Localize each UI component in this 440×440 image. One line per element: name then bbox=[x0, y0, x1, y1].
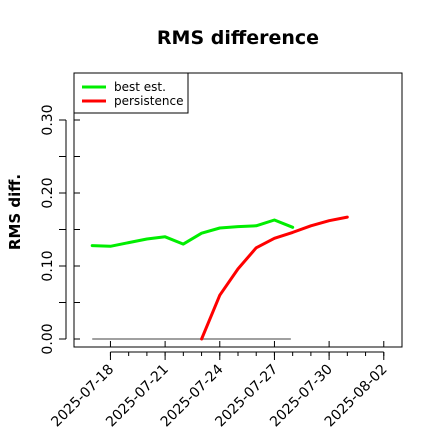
chart-title: RMS difference bbox=[157, 27, 319, 49]
legend-label: persistence bbox=[114, 94, 183, 108]
axes: 0.000.100.200.302025-07-182025-07-212025… bbox=[40, 104, 391, 430]
y-tick-label: 0.00 bbox=[40, 323, 56, 354]
y-tick-label: 0.30 bbox=[40, 104, 56, 135]
plot-area-border bbox=[73, 72, 403, 348]
legend: best est.persistence bbox=[73, 72, 189, 114]
legend-box bbox=[73, 72, 189, 114]
legend-label: best est. bbox=[114, 80, 166, 94]
y-tick-label: 0.10 bbox=[40, 250, 56, 281]
y-tick-label: 0.20 bbox=[40, 177, 56, 208]
y-axis-label: RMS diff. bbox=[6, 174, 24, 250]
series-line-persistence bbox=[200, 215, 349, 341]
series-line-best-est- bbox=[90, 218, 295, 248]
series-lines bbox=[90, 215, 349, 341]
